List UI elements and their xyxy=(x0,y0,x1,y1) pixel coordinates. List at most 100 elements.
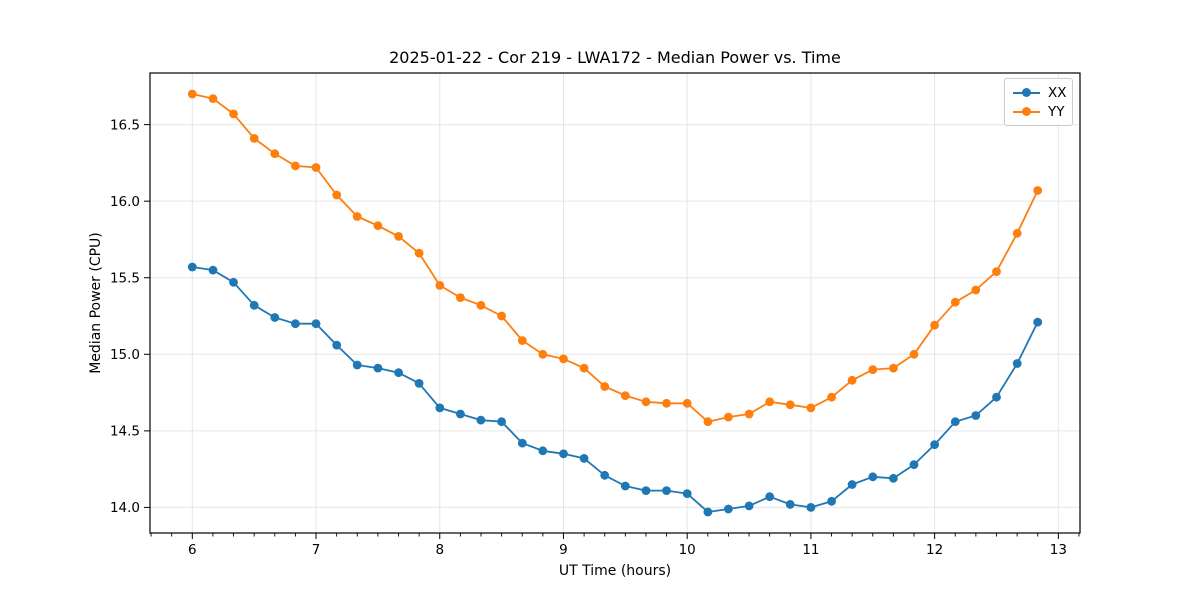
legend-marker-icon xyxy=(1022,88,1031,97)
data-point-marker xyxy=(579,363,589,373)
data-point-marker xyxy=(641,397,651,407)
data-point-marker xyxy=(847,375,857,385)
x-tick-label: 10 xyxy=(679,542,696,558)
data-point-marker xyxy=(311,163,321,172)
data-point-marker xyxy=(270,149,280,159)
data-point-marker xyxy=(847,480,857,489)
series-line xyxy=(192,93,1039,423)
data-point-marker xyxy=(620,391,630,400)
axes-spines xyxy=(149,72,1081,534)
data-point-marker xyxy=(270,313,280,322)
data-point-marker xyxy=(476,300,486,310)
data-point-marker xyxy=(291,161,300,171)
data-point-marker xyxy=(291,319,300,329)
x-tick-label: 12 xyxy=(926,542,943,558)
data-point-marker xyxy=(765,492,775,502)
data-point-marker xyxy=(414,248,424,258)
data-point-marker xyxy=(414,379,424,388)
data-point-marker xyxy=(373,363,383,373)
data-point-marker xyxy=(662,398,671,408)
data-point-marker xyxy=(641,486,651,495)
y-tick-label: 15.0 xyxy=(110,347,140,363)
legend-entry-xx: XX xyxy=(1013,83,1067,102)
data-point-marker xyxy=(868,472,878,482)
data-point-marker xyxy=(456,293,465,302)
data-point-marker xyxy=(579,454,589,463)
data-point-marker xyxy=(806,403,816,413)
x-tick-label: 13 xyxy=(1050,542,1067,558)
y-axis-label: Median Power (CPU) xyxy=(88,232,104,374)
y-axis-ticks: 14.0 14.5 15.0 15.5 16.0 16.5 xyxy=(110,117,150,516)
data-point-marker xyxy=(332,340,342,350)
data-point-marker xyxy=(187,89,197,99)
data-point-marker xyxy=(435,281,445,290)
data-point-marker xyxy=(538,446,548,456)
legend-swatch-xx xyxy=(1013,88,1040,97)
legend-marker-icon xyxy=(1022,107,1031,116)
data-point-marker xyxy=(682,489,692,498)
data-point-marker xyxy=(229,277,238,287)
series-line xyxy=(192,266,1039,513)
legend-entry-yy: YY xyxy=(1013,102,1065,121)
legend-label: XX xyxy=(1048,84,1067,101)
data-point-marker xyxy=(971,411,981,420)
y-tick-label: 16.5 xyxy=(110,117,140,133)
data-point-marker xyxy=(662,486,671,495)
data-point-marker xyxy=(827,496,836,506)
data-point-marker xyxy=(930,440,939,449)
data-point-marker xyxy=(600,470,610,480)
data-point-marker xyxy=(311,319,321,329)
data-point-marker xyxy=(559,449,568,459)
data-point-marker xyxy=(208,265,218,275)
x-tick-label: 11 xyxy=(802,542,819,558)
data-point-marker xyxy=(249,134,259,143)
data-point-marker xyxy=(930,320,939,330)
data-point-marker xyxy=(806,503,816,512)
data-point-marker xyxy=(992,392,1001,402)
data-point-marker xyxy=(517,336,527,345)
data-point-marker xyxy=(785,400,795,410)
data-point-marker xyxy=(373,221,383,231)
data-point-marker xyxy=(724,504,733,514)
data-point-marker xyxy=(1033,317,1043,327)
data-point-marker xyxy=(992,267,1001,276)
y-tick-label: 15.5 xyxy=(110,270,140,286)
x-minor-ticks xyxy=(150,533,1080,537)
data-point-marker xyxy=(208,94,218,103)
data-point-marker xyxy=(600,382,610,391)
y-tick-label: 14.0 xyxy=(110,500,140,516)
data-point-marker xyxy=(889,363,898,373)
x-axis-ticks: 6 7 8 9 10 11 12 13 xyxy=(188,533,1067,558)
data-point-marker xyxy=(971,285,981,295)
x-axis-label: UT Time (hours) xyxy=(558,563,672,579)
legend: XX YY xyxy=(1004,78,1073,126)
y-gridlines xyxy=(150,124,1080,508)
legend-label: YY xyxy=(1048,103,1065,120)
data-point-marker xyxy=(394,232,403,241)
series-yy xyxy=(187,89,1043,427)
data-point-marker xyxy=(765,397,775,407)
x-tick-label: 9 xyxy=(559,542,568,558)
data-point-marker xyxy=(1012,359,1022,368)
data-point-marker xyxy=(559,354,568,364)
data-point-marker xyxy=(435,403,445,413)
data-point-marker xyxy=(538,349,548,359)
data-point-marker xyxy=(785,500,795,509)
data-point-marker xyxy=(497,417,506,427)
data-point-marker xyxy=(868,365,878,374)
data-point-marker xyxy=(1012,228,1022,238)
data-point-marker xyxy=(744,501,754,511)
y-tick-label: 14.5 xyxy=(110,424,140,440)
data-point-marker xyxy=(352,212,362,221)
data-point-marker xyxy=(744,409,754,419)
data-point-marker xyxy=(1033,186,1043,195)
data-point-marker xyxy=(827,392,836,402)
series-xx xyxy=(187,262,1043,517)
data-point-marker xyxy=(703,507,713,517)
data-point-marker xyxy=(950,297,960,307)
data-point-marker xyxy=(352,360,362,370)
legend-swatch-yy xyxy=(1013,107,1040,116)
data-point-marker xyxy=(229,109,238,119)
data-point-marker xyxy=(703,417,713,427)
